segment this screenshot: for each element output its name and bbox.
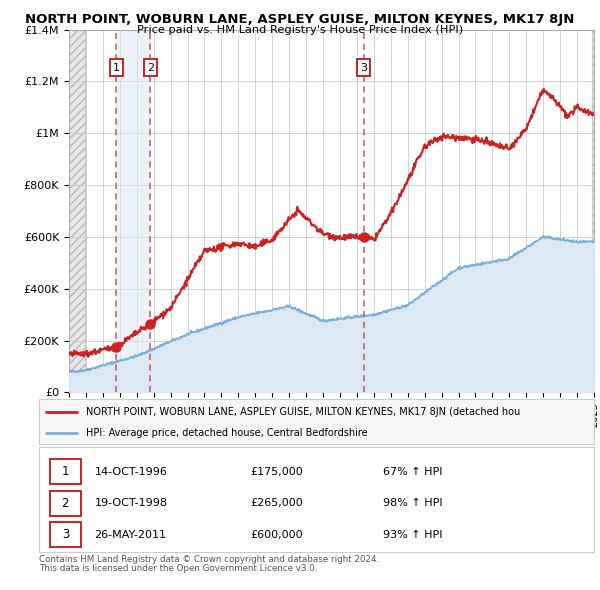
Bar: [116, 30, 150, 392]
Bar: [69, 30, 85, 392]
Text: 3: 3: [360, 63, 367, 73]
FancyBboxPatch shape: [50, 522, 80, 548]
Text: 2: 2: [147, 63, 154, 73]
Bar: [69, 30, 85, 392]
FancyBboxPatch shape: [50, 491, 80, 516]
Text: £175,000: £175,000: [250, 467, 302, 477]
FancyBboxPatch shape: [39, 399, 594, 444]
Text: 2: 2: [62, 497, 69, 510]
Text: 67% ↑ HPI: 67% ↑ HPI: [383, 467, 443, 477]
Text: 19-OCT-1998: 19-OCT-1998: [95, 499, 167, 509]
Text: £600,000: £600,000: [250, 530, 302, 540]
Text: 1: 1: [113, 63, 120, 73]
Text: £265,000: £265,000: [250, 499, 302, 509]
Text: 98% ↑ HPI: 98% ↑ HPI: [383, 499, 443, 509]
Text: NORTH POINT, WOBURN LANE, ASPLEY GUISE, MILTON KEYNES, MK17 8JN: NORTH POINT, WOBURN LANE, ASPLEY GUISE, …: [25, 13, 575, 26]
Text: HPI: Average price, detached house, Central Bedfordshire: HPI: Average price, detached house, Cent…: [86, 428, 368, 438]
FancyBboxPatch shape: [50, 459, 80, 484]
Text: 3: 3: [62, 529, 69, 542]
Text: NORTH POINT, WOBURN LANE, ASPLEY GUISE, MILTON KEYNES, MK17 8JN (detached hou: NORTH POINT, WOBURN LANE, ASPLEY GUISE, …: [86, 407, 520, 417]
Text: Price paid vs. HM Land Registry's House Price Index (HPI): Price paid vs. HM Land Registry's House …: [137, 25, 463, 35]
Text: Contains HM Land Registry data © Crown copyright and database right 2024.: Contains HM Land Registry data © Crown c…: [39, 555, 379, 563]
Text: 14-OCT-1996: 14-OCT-1996: [95, 467, 167, 477]
FancyBboxPatch shape: [39, 447, 594, 552]
Text: 26-MAY-2011: 26-MAY-2011: [95, 530, 167, 540]
Text: This data is licensed under the Open Government Licence v3.0.: This data is licensed under the Open Gov…: [39, 564, 317, 573]
Text: 93% ↑ HPI: 93% ↑ HPI: [383, 530, 443, 540]
Text: 1: 1: [62, 466, 69, 478]
Bar: [592, 30, 594, 392]
Bar: [592, 30, 594, 392]
